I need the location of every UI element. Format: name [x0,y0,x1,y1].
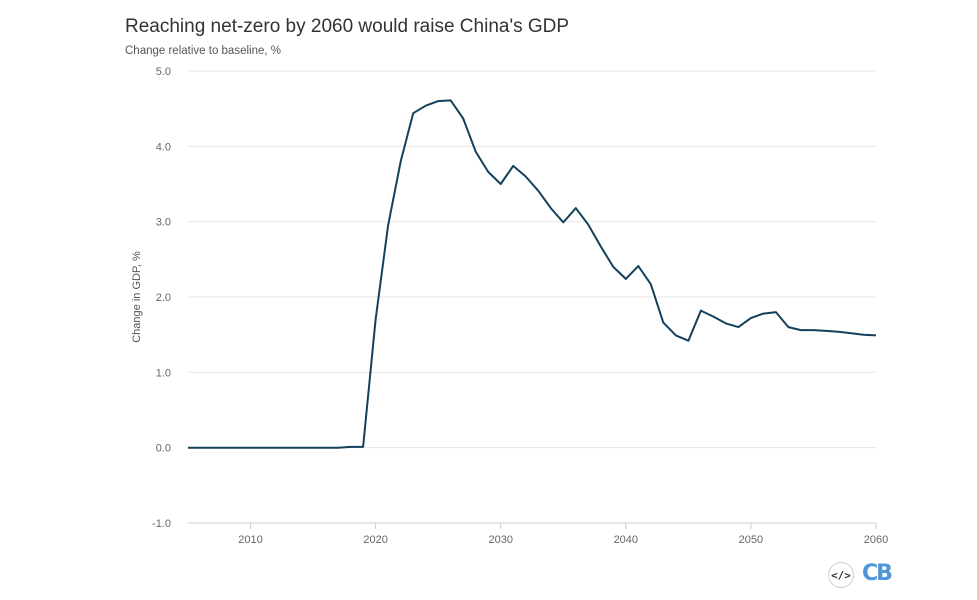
series-line [188,99,877,449]
x-tick-label: 2040 [614,534,638,546]
y-axis-label: Change in GDP, % [131,251,143,343]
x-tick-label: 2010 [238,534,262,546]
y-tick-label: -1.0 [152,518,171,530]
x-tick-label: 2060 [864,534,888,546]
x-tick-label: 2020 [363,534,387,546]
carbon-brief-logo[interactable]: CB [862,561,893,586]
x-tick-label: 2050 [739,534,763,546]
y-tick-labels: 5.0 4.0 3.0 2.0 1.0 0.0 -1.0 [152,66,171,530]
y-tick-label: 1.0 [156,367,171,379]
code-icon: </> [831,568,851,582]
embed-code-button[interactable]: </> [828,562,854,588]
y-tick-label: 3.0 [156,217,171,229]
series-group [188,99,877,449]
x-tick-label: 2030 [488,534,512,546]
y-tick-label: 4.0 [156,141,171,153]
chart-title: Reaching net-zero by 2060 would raise Ch… [125,16,570,37]
y-tick-label: 2.0 [156,292,171,304]
grid-lines [188,70,876,524]
chart-subtitle: Change relative to baseline, % [125,45,281,57]
x-tick-labels: 2010 2020 2030 2040 2050 2060 [238,523,888,546]
y-tick-label: 0.0 [156,443,171,455]
y-tick-label: 5.0 [156,66,171,78]
